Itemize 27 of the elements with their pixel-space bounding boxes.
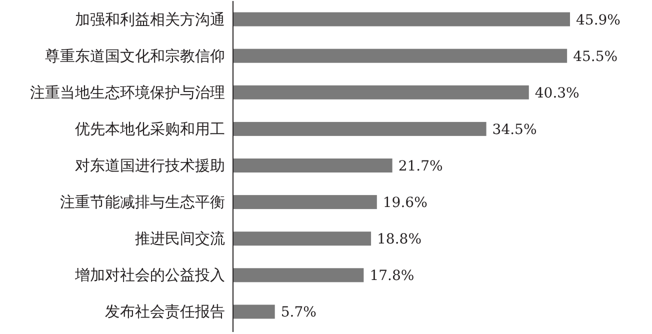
y-tick-label: 注重节能减排与生态平衡 <box>60 193 225 212</box>
y-tick-label: 对东道国进行技术援助 <box>75 156 225 174</box>
bar <box>233 85 529 100</box>
data-label: 34.5% <box>492 122 537 138</box>
bar <box>233 12 570 26</box>
data-label: 18.8% <box>377 232 422 248</box>
y-tick-label: 推进民间交流 <box>135 230 225 248</box>
y-tick-label: 优先本地化采购和用工 <box>75 120 225 138</box>
bar <box>233 232 372 246</box>
bar <box>233 122 486 136</box>
data-label: 21.7% <box>398 158 443 174</box>
bar <box>233 48 568 63</box>
y-tick-label: 尊重东道国文化和宗教信仰 <box>45 46 225 65</box>
y-tick-label: 增加对社会的公益投入 <box>74 266 225 284</box>
data-label: 40.3% <box>534 85 580 102</box>
data-label: 45.9% <box>576 12 620 28</box>
bar <box>233 158 392 172</box>
y-tick-label: 注重当地生态环境保护与治理 <box>30 83 225 102</box>
y-tick-label: 发布社会责任报告 <box>105 302 225 321</box>
data-label: 45.5% <box>573 48 618 65</box>
bar <box>233 304 275 319</box>
bar <box>233 268 364 282</box>
bar <box>233 195 377 210</box>
y-tick-label: 加强和利益相关方沟通 <box>75 10 225 28</box>
data-label: 17.8% <box>370 268 414 284</box>
data-label: 19.6% <box>382 195 428 212</box>
data-label: 5.7% <box>280 304 316 321</box>
